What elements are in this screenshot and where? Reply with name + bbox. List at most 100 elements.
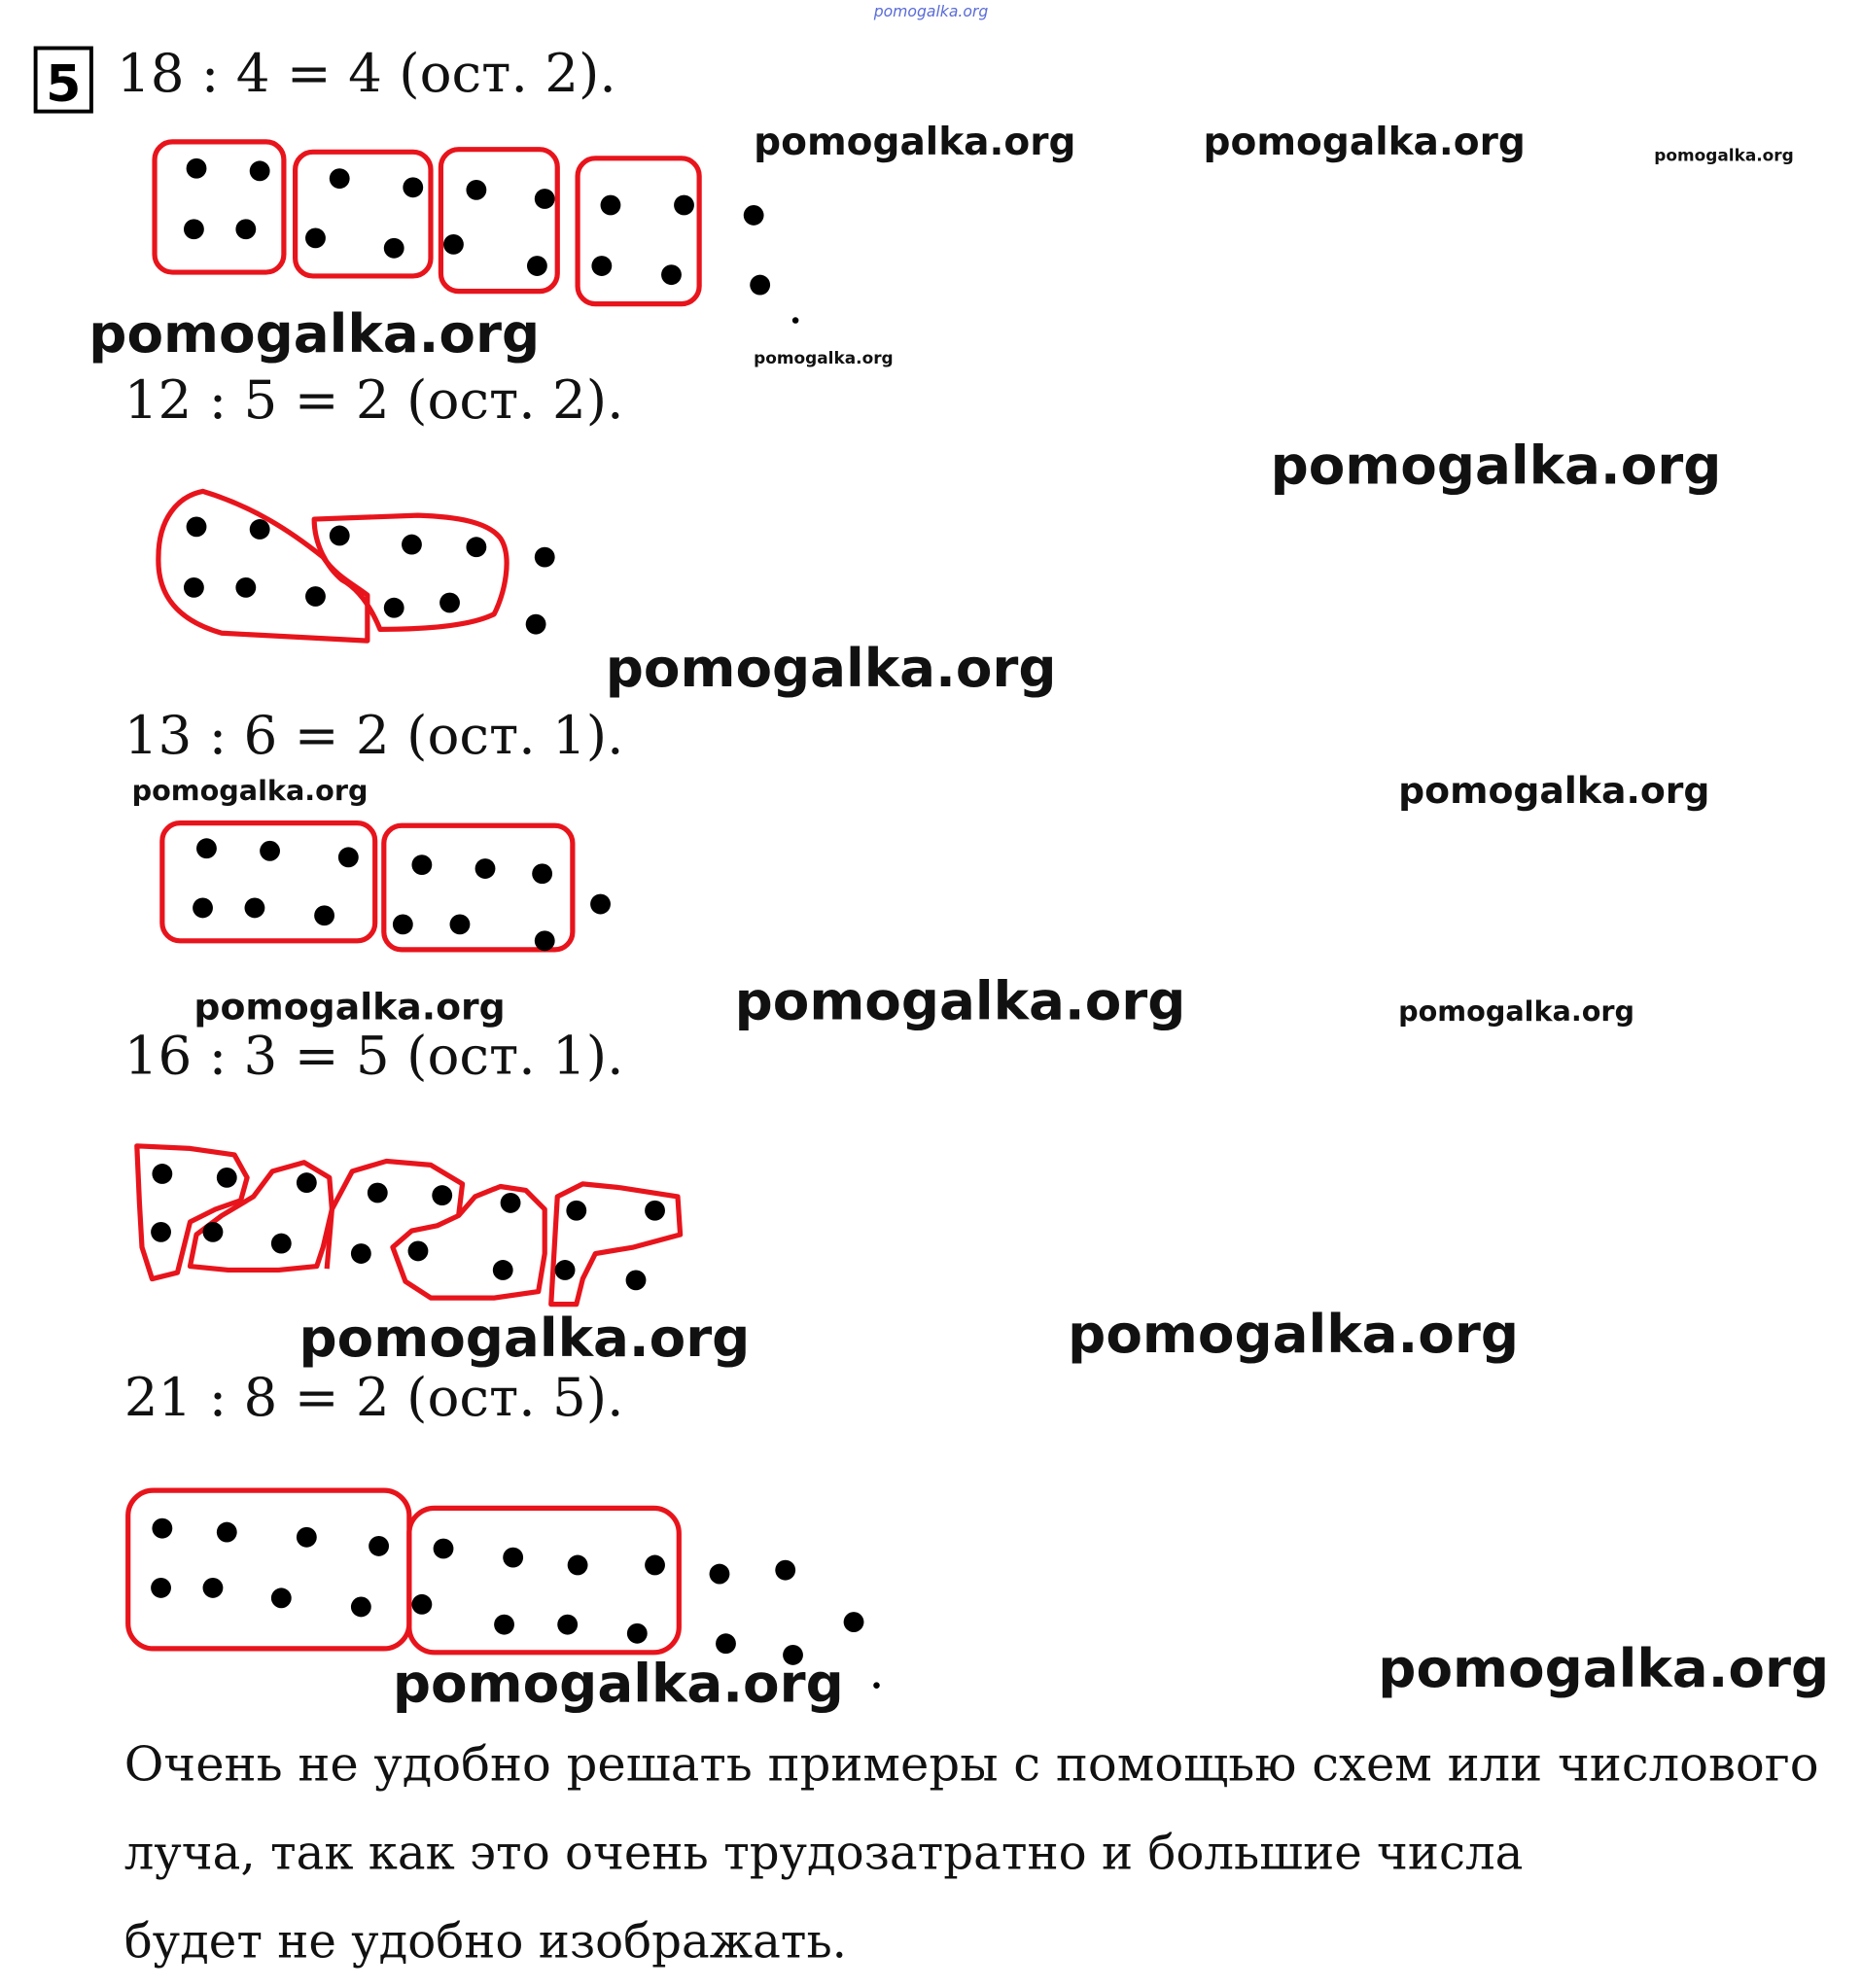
dot — [645, 1554, 665, 1576]
dot — [383, 237, 404, 259]
group-outline — [156, 488, 370, 644]
dot — [403, 177, 424, 198]
dot — [296, 1172, 317, 1193]
dot — [329, 168, 350, 190]
group-outline — [134, 1143, 250, 1282]
task-number-label: 5 — [46, 55, 81, 114]
dot — [270, 1233, 292, 1254]
watermark: pomogalka.org — [132, 774, 369, 807]
watermark: pomogalka.org — [1271, 435, 1722, 497]
equation-2: 12 : 5 = 2 (ост. 2). — [124, 368, 624, 431]
watermark: pomogalka.org — [754, 121, 1075, 164]
group-outline — [324, 1158, 547, 1301]
watermark: pomogalka.org — [1398, 994, 1634, 1028]
dot — [433, 1538, 454, 1559]
group-outline — [159, 820, 378, 944]
top-watermark: pomogalka.org — [873, 2, 989, 20]
dot-set — [183, 516, 555, 635]
dot — [270, 1587, 292, 1609]
dot — [186, 516, 207, 538]
dot — [305, 227, 326, 249]
dot-set — [183, 157, 771, 296]
dot — [466, 179, 487, 200]
small-dot — [791, 317, 799, 324]
dot — [554, 1260, 576, 1280]
watermark: pomogalka.org — [88, 302, 540, 365]
dot — [350, 1243, 371, 1264]
group-outline — [438, 147, 560, 295]
watermark: pomogalka.org — [1654, 145, 1794, 164]
diagram-21-by-8 — [125, 1487, 880, 1689]
dot — [186, 157, 207, 179]
dot — [591, 256, 613, 276]
dot — [314, 905, 334, 926]
equation-4: 16 : 3 = 5 (ост. 1). — [124, 1025, 624, 1087]
dot-set — [151, 1164, 665, 1291]
dot — [557, 1614, 579, 1635]
dot — [350, 1596, 371, 1618]
dot — [411, 854, 433, 876]
dot — [439, 592, 460, 613]
dot-set — [193, 838, 611, 952]
dot — [183, 219, 204, 240]
diagram-16-by-3 — [134, 1143, 684, 1308]
dot — [525, 613, 546, 635]
watermark: pomogalka.org — [193, 986, 505, 1029]
dot — [183, 576, 204, 598]
dot — [674, 194, 694, 216]
dot — [716, 1633, 736, 1655]
dot — [600, 194, 621, 216]
dot — [432, 1185, 453, 1206]
dot — [443, 233, 464, 255]
dot — [249, 519, 270, 540]
note-line-2: луча, так как это очень трудозатратно и … — [124, 1827, 1524, 1881]
dot — [626, 1622, 648, 1644]
dot — [750, 274, 771, 296]
dot — [567, 1554, 588, 1576]
watermarks: pomogalka.org pomogalka.org pomogalka.or… — [88, 121, 1829, 1715]
dot-set — [151, 1517, 864, 1665]
dot — [193, 897, 213, 919]
dot — [843, 1612, 864, 1632]
watermark: pomogalka.org — [299, 1307, 751, 1369]
diagram-18-by-4 — [152, 139, 799, 324]
dot — [775, 1559, 796, 1581]
dot — [709, 1563, 730, 1585]
dot — [743, 205, 764, 226]
dot — [492, 1260, 513, 1280]
watermark: pomogalka.org — [1068, 1303, 1519, 1365]
watermark: pomogalka.org — [754, 348, 894, 367]
small-dot — [873, 1682, 880, 1689]
dot — [383, 597, 404, 618]
group-outline — [293, 149, 434, 279]
dot — [474, 858, 496, 879]
dot — [402, 534, 422, 555]
dot — [411, 1593, 433, 1615]
task-number: 5 — [33, 46, 93, 114]
group-outline — [187, 1160, 335, 1273]
dot — [661, 264, 682, 286]
watermark: pomogalka.org — [393, 1653, 844, 1715]
dot — [392, 914, 413, 935]
group-outline — [548, 1181, 684, 1308]
group-outline — [406, 1505, 682, 1656]
dot — [296, 1526, 317, 1548]
dot — [534, 546, 555, 568]
dot — [196, 838, 217, 859]
dot — [369, 1535, 390, 1556]
dot — [202, 1221, 224, 1242]
dot — [500, 1193, 521, 1213]
dot — [534, 189, 555, 209]
dot — [244, 897, 265, 919]
dot — [235, 219, 257, 240]
dot — [590, 893, 611, 915]
dot — [260, 840, 280, 861]
diagram-13-by-6 — [159, 820, 611, 953]
group-outline — [311, 512, 509, 632]
watermark: pomogalka.org — [606, 637, 1057, 699]
group-outline — [125, 1487, 412, 1652]
dot — [783, 1645, 803, 1665]
dot — [249, 160, 270, 182]
dot — [151, 1221, 171, 1242]
